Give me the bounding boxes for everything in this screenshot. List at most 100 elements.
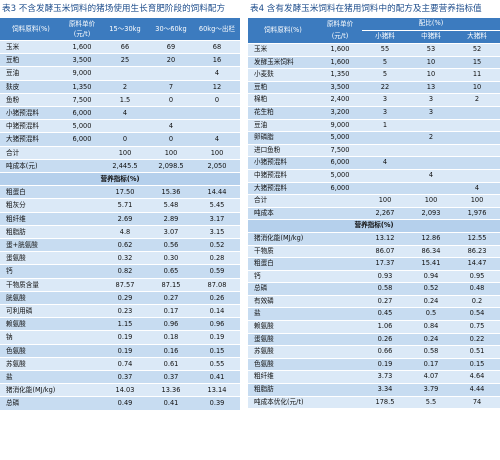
row-label-cell: 粗纤维: [248, 370, 318, 385]
row-label-cell: 蛋氨酸: [0, 251, 62, 266]
value-cell: 2: [454, 93, 500, 107]
table-3-header-cell: 饲料原料(%): [0, 18, 62, 41]
value-cell: 7: [148, 80, 194, 94]
table-4-panel: 表4 含有发酵玉米饲料在猪用饲料中的配方及主要营养指标值 饲料原料(%) 原料单…: [248, 0, 500, 410]
table-4-header-cell: 中猪料: [408, 30, 454, 44]
value-cell: 0.17: [148, 304, 194, 319]
value-cell: 0.16: [148, 344, 194, 358]
value-cell: [102, 119, 148, 134]
row-label-cell: 赖氨酸: [0, 317, 62, 332]
table-row: 苏氨酸 0.66 0.58 0.51: [248, 345, 500, 359]
value-cell: [454, 131, 500, 145]
value-cell: 2,400: [318, 93, 362, 107]
value-cell: [318, 370, 362, 385]
value-cell: [318, 207, 362, 221]
value-cell: [454, 169, 500, 183]
value-cell: 0.19: [102, 330, 148, 345]
row-label-cell: 干物质: [248, 245, 318, 259]
value-cell: 0: [148, 93, 194, 108]
row-label-cell: 钙: [248, 270, 318, 284]
value-cell: [362, 144, 408, 158]
row-label-cell: 粗蛋白: [0, 185, 62, 200]
section-heading: 营养指标(%): [0, 172, 240, 187]
value-cell: [62, 212, 102, 226]
value-cell: [362, 182, 408, 196]
value-cell: [318, 383, 362, 397]
value-cell: 1.15: [102, 317, 148, 332]
row-label-cell: 盐: [0, 370, 62, 385]
value-cell: 0.26: [362, 333, 408, 347]
value-cell: 11: [454, 68, 500, 82]
value-cell: 0.96: [148, 317, 194, 332]
value-cell: 3.07: [148, 225, 194, 240]
row-label-cell: 玉米: [248, 43, 318, 57]
row-label-cell: 豆粕: [0, 53, 62, 68]
value-cell: 9,000: [318, 119, 362, 133]
table-row: 发酵玉米饲料 1,600 5 10 15: [248, 56, 500, 70]
table-row: 豆油 9,000 1: [248, 119, 500, 133]
table-row: 粗脂肪 4.8 3.07 3.15: [0, 225, 240, 240]
value-cell: 0.58: [408, 345, 454, 359]
table-row: 大猪预混料 6,000 0 0 4: [0, 132, 240, 147]
value-cell: 17.37: [362, 257, 408, 271]
value-cell: [62, 225, 102, 240]
value-cell: [194, 106, 240, 121]
value-cell: 20: [148, 53, 194, 68]
value-cell: 55: [362, 43, 408, 57]
value-cell: 5.45: [194, 198, 240, 213]
value-cell: 0.75: [454, 320, 500, 334]
value-cell: 4.8: [102, 225, 148, 240]
value-cell: 4: [408, 169, 454, 183]
value-cell: [62, 185, 102, 200]
value-cell: [318, 257, 362, 271]
table-row: 粗灰分 5.71 5.48 5.45: [0, 198, 240, 213]
table-row: 胱氨酸 0.29 0.27 0.26: [0, 291, 240, 306]
value-cell: 7,500: [318, 144, 362, 158]
value-cell: 0.58: [362, 282, 408, 296]
value-cell: 3: [362, 93, 408, 107]
table-4-subheader-row: 小猪料 中猪料 大猪料: [248, 30, 500, 44]
value-cell: [408, 119, 454, 133]
value-cell: 0: [194, 93, 240, 108]
value-cell: [318, 194, 362, 208]
row-label-cell: 色氨酸: [0, 344, 62, 358]
table-4-body: 玉米 1,600 55 53 52 发酵玉米饲料 1,600 5 10 15 小麦麸 1,350 5 10…: [248, 43, 500, 410]
table-3-title: 表3 不含发酵玉米饲料的猪场使用生长育肥阶段的饲料配方: [2, 4, 226, 14]
value-cell: 0.24: [408, 295, 454, 309]
table-row: 鱼粉 7,500 1.5 0 0: [0, 93, 240, 108]
row-label-cell: 总磷: [248, 282, 318, 296]
row-label-cell: 苏氨酸: [248, 345, 318, 359]
row-label-cell: 粗灰分: [0, 198, 62, 213]
table-row: 豆油 9,000 4: [0, 66, 240, 81]
value-cell: [318, 345, 362, 359]
value-cell: 4.44: [454, 383, 500, 397]
value-cell: 74: [454, 396, 500, 410]
table-row: 蛋+胱氨酸 0.62 0.56 0.52: [0, 238, 240, 253]
value-cell: 69: [148, 40, 194, 55]
value-cell: 2,050: [194, 159, 240, 174]
value-cell: 0.52: [194, 238, 240, 253]
value-cell: 2,267: [362, 207, 408, 221]
row-label-cell: 干物质含量: [0, 278, 62, 292]
row-label-cell: 花生粕: [248, 106, 318, 120]
value-cell: 10: [408, 56, 454, 70]
value-cell: 6,000: [62, 106, 102, 121]
table-row: 蛋氨酸 0.32 0.30 0.28: [0, 251, 240, 266]
value-cell: 0.96: [194, 317, 240, 332]
value-cell: 100: [194, 146, 240, 160]
row-label-cell: 小猪预混料: [0, 106, 62, 121]
value-cell: 0.41: [194, 370, 240, 385]
row-label-cell: 蛋+胱氨酸: [0, 238, 62, 253]
value-cell: [102, 66, 148, 81]
table-4-header-cell: 饲料原料(%): [248, 18, 318, 44]
value-cell: 5.5: [408, 396, 454, 410]
table-row: 吨成本(元) 2,445.5 2,098.5 2,050: [0, 159, 240, 174]
value-cell: 3: [362, 106, 408, 120]
value-cell: 0.15: [454, 358, 500, 372]
table-row: 色氨酸 0.19 0.16 0.15: [0, 344, 240, 358]
value-cell: 66: [102, 40, 148, 55]
row-label-cell: 豆油: [248, 119, 318, 133]
value-cell: [194, 119, 240, 134]
table-row: 干物质含量 87.57 87.15 87.08: [0, 278, 240, 292]
value-cell: [62, 370, 102, 385]
